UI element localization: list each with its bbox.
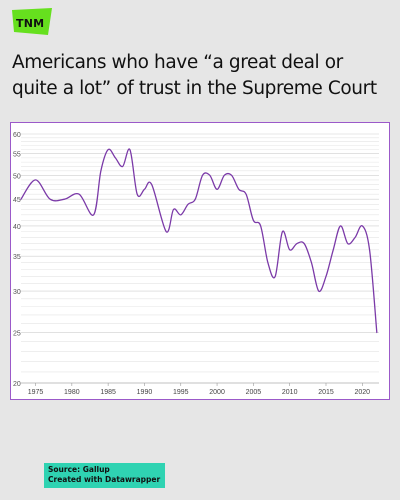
logo-shape-icon: [12, 8, 52, 35]
x-tick-label: 1985: [100, 389, 116, 396]
x-tick-label: 1995: [173, 389, 189, 396]
x-tick-label: 1990: [137, 389, 153, 396]
y-tick-label: 35: [13, 254, 21, 261]
source-line: Source: Gallup: [48, 465, 110, 474]
y-tick-label: 40: [13, 224, 21, 231]
y-tick-label: 60: [13, 132, 21, 139]
y-tick-label: 30: [13, 289, 21, 296]
y-tick-label: 45: [13, 197, 21, 204]
source-badge: Source: Gallup Created with Datawrapper: [44, 463, 166, 488]
y-tick-label: 50: [13, 173, 21, 180]
x-tick-label: 2020: [355, 389, 371, 396]
y-tick-label: 25: [13, 330, 21, 337]
x-tick-label: 2005: [246, 389, 262, 396]
line-chart: 20 25 30 35 40 45 50 55 60 1975 1980 1985 1990 1995 20…: [13, 132, 379, 396]
x-tick-label: 2015: [318, 389, 334, 396]
chart-title: Americans who have “a great deal or quit…: [12, 50, 392, 102]
y-tick-label: 20: [13, 381, 21, 388]
title-line-1: Americans who have “a great deal or: [12, 52, 343, 73]
x-tick-label: 2000: [209, 389, 225, 396]
title-line-2: quite a lot” of trust in the Supreme Cou…: [12, 78, 377, 99]
x-tick-label: 1975: [28, 389, 44, 396]
chart-container: 20 25 30 35 40 45 50 55 60 1975 1980 1985 1990 1995 20…: [10, 122, 390, 400]
y-tick-label: 55: [13, 152, 21, 159]
credit-line: Created with Datawrapper: [48, 475, 161, 484]
logo-text: TNM: [16, 17, 45, 30]
series-line: [20, 148, 378, 334]
x-tick-label: 2010: [282, 389, 298, 396]
x-tick-label: 1980: [64, 389, 80, 396]
brand-logo: TNM: [12, 8, 54, 36]
